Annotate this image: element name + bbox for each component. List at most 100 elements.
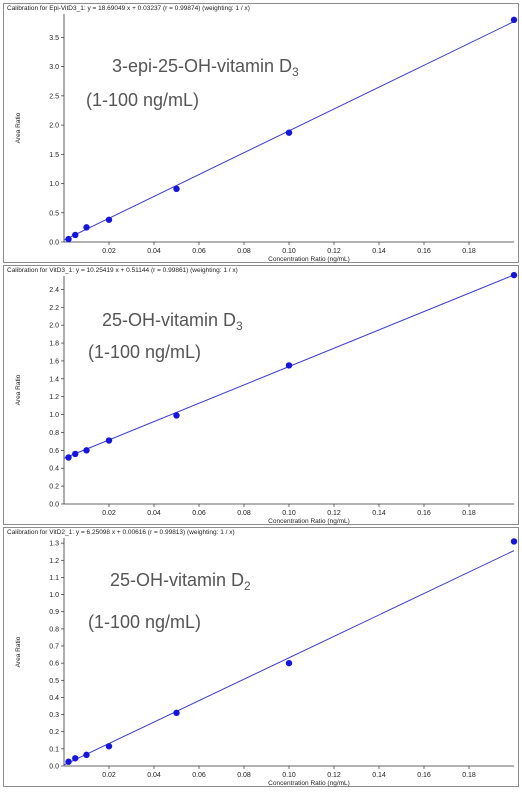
analyte-title: 25-OH-vitamin D2 <box>110 570 251 593</box>
y-tick-label: 1.0 <box>49 412 59 419</box>
y-tick-label: 1.0 <box>49 592 59 599</box>
y-tick-label: 0.6 <box>49 661 59 668</box>
analyte-name: 3-epi-25-OH-vitamin D <box>112 56 292 76</box>
y-tick-label: 1.3 <box>49 541 59 548</box>
data-point <box>510 271 518 279</box>
data-point <box>105 216 113 223</box>
x-tick-label: 0.04 <box>147 510 161 517</box>
y-tick-label: 0.5 <box>49 678 59 685</box>
data-point <box>285 129 293 136</box>
y-tick-label: 3.5 <box>49 35 59 42</box>
calibration-panel-2: Calibration for VitD3_1: y = 10.25419 x … <box>3 265 519 525</box>
x-tick-label: 0.08 <box>237 510 251 517</box>
x-tick-label: 0.14 <box>372 510 386 517</box>
y-tick-label: 0.6 <box>49 448 59 455</box>
x-tick-label: 0.06 <box>192 248 206 255</box>
data-point <box>83 751 90 759</box>
x-tick-label: 0.12 <box>327 248 341 255</box>
data-point <box>72 450 79 458</box>
chart-svg-2: 0.0 0.2 0.4 0.6 0.8 1.0 1.2 1.4 1.6 1.8 2.0 2.2 2.4 0… <box>15 271 518 525</box>
analyte-subscript: 3 <box>292 65 299 79</box>
data-point <box>173 412 180 419</box>
concentration-range: (1-100 ng/mL) <box>88 342 201 362</box>
y-tick-label: 0.9 <box>49 609 59 616</box>
y-tick-label: 1.6 <box>49 358 59 365</box>
y-tick-label: 0.5 <box>49 210 59 217</box>
x-tick-label: 0.16 <box>417 772 431 779</box>
panel-header: Calibration for VitD3_1: y = 10.25419 x … <box>7 267 238 274</box>
panel-header: Calibration for VitD2_1: y = 6.25098 x +… <box>7 529 235 536</box>
data-point <box>72 755 79 762</box>
y-tick-label: 2.0 <box>49 123 59 130</box>
calibration-panel-1: Calibration for Epi-VitD3_1: y = 18.6904… <box>3 3 519 263</box>
data-point <box>510 538 518 545</box>
analyte-title: 25-OH-vitamin D3 <box>102 310 243 333</box>
y-tick-label: 2.2 <box>49 305 59 312</box>
y-axis-label: Area Ratio <box>15 374 22 405</box>
y-tick-label: 2.0 <box>49 323 59 330</box>
concentration-range: (1-100 ng/mL) <box>88 612 201 632</box>
panel-header: Calibration for Epi-VitD3_1: y = 18.6904… <box>7 5 250 12</box>
data-point <box>285 362 293 369</box>
x-tick-label: 0.14 <box>372 772 386 779</box>
y-tick-label: 1.5 <box>49 152 59 159</box>
y-tick-label: 0.0 <box>49 764 59 771</box>
x-tick-label: 0.04 <box>147 248 161 255</box>
x-tick-label: 0.10 <box>282 510 296 517</box>
x-tick-label: 0.06 <box>192 510 206 517</box>
x-tick-label: 0.04 <box>147 772 161 779</box>
regression-line <box>63 550 515 766</box>
analyte-name: 25-OH-vitamin D <box>110 570 244 590</box>
y-tick-label: 1.2 <box>49 394 59 401</box>
y-tick-label: 1.2 <box>49 558 59 565</box>
y-tick-label: 1.0 <box>49 181 59 188</box>
data-point <box>173 185 180 192</box>
data-point <box>72 231 79 239</box>
data-point <box>65 235 72 243</box>
y-tick-label: 0.8 <box>49 430 59 437</box>
analyte-subscript: 3 <box>236 319 243 333</box>
analyte-subscript: 2 <box>244 579 251 593</box>
x-tick-label: 0.02 <box>102 248 116 255</box>
y-tick-label: 0.0 <box>49 502 59 509</box>
y-tick-label: 0.2 <box>49 484 59 491</box>
x-tick-label: 0.02 <box>102 772 116 779</box>
x-tick-label: 0.08 <box>237 248 251 255</box>
data-point <box>285 659 293 667</box>
calibration-panel-3: Calibration for VitD2_1: y = 6.25098 x +… <box>3 527 519 787</box>
y-tick-label: 0.4 <box>49 695 59 702</box>
analyte-title: 3-epi-25-OH-vitamin D3 <box>112 56 299 79</box>
chart-svg-3: 0.0 0.1 0.2 0.3 0.4 0.5 0.6 0.7 0.8 0.9 1.0 1.1 1.2 1… <box>15 538 518 787</box>
x-tick-label: 0.10 <box>282 772 296 779</box>
y-tick-label: 0.4 <box>49 466 59 473</box>
x-tick-label: 0.16 <box>417 510 431 517</box>
x-tick-label: 0.06 <box>192 772 206 779</box>
data-point <box>83 447 90 454</box>
data-point <box>173 709 180 717</box>
data-point <box>105 743 113 750</box>
y-tick-label: 0.8 <box>49 626 59 633</box>
y-tick-label: 2.4 <box>49 287 59 294</box>
y-axis-label: Area Ratio <box>15 636 22 667</box>
data-point <box>65 758 72 765</box>
y-tick-label: 2.5 <box>49 93 59 100</box>
x-axis-label: Concentration Ratio (ng/mL) <box>268 780 350 787</box>
y-tick-label: 0.7 <box>49 644 59 651</box>
y-tick-label: 1.8 <box>49 341 59 348</box>
concentration-range: (1-100 ng/mL) <box>86 90 199 110</box>
x-tick-label: 0.18 <box>462 510 476 517</box>
x-tick-label: 0.18 <box>462 248 476 255</box>
y-tick-label: 0.3 <box>49 712 59 719</box>
x-tick-label: 0.12 <box>327 510 341 517</box>
y-tick-label: 3.0 <box>49 64 59 71</box>
y-axis-label: Area Ratio <box>15 112 22 143</box>
y-tick-label: 1.1 <box>49 575 59 582</box>
x-tick-label: 0.18 <box>462 772 476 779</box>
x-axis-label: Concentration Ratio (ng/mL) <box>268 256 350 263</box>
data-point <box>105 437 113 444</box>
analyte-name: 25-OH-vitamin D <box>102 310 236 330</box>
data-point <box>83 224 90 231</box>
x-axis-label: Concentration Ratio (ng/mL) <box>268 518 350 525</box>
x-tick-label: 0.02 <box>102 510 116 517</box>
x-tick-label: 0.14 <box>372 248 386 255</box>
